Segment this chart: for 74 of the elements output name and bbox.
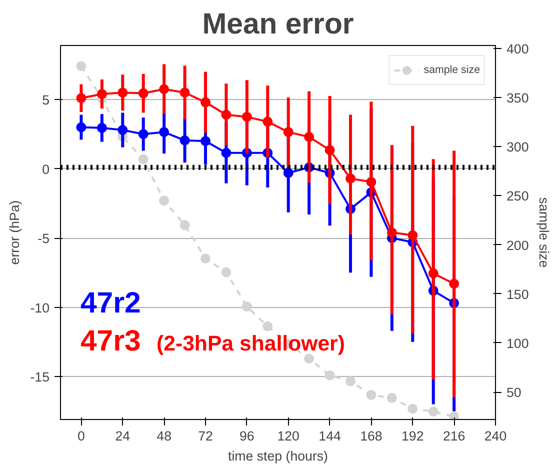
point <box>324 145 335 156</box>
point <box>242 112 252 122</box>
chart-title: Mean error <box>202 8 354 40</box>
point <box>159 84 170 94</box>
point <box>386 228 397 238</box>
y2-tick-label: 400 <box>506 41 529 56</box>
point <box>262 116 273 127</box>
point <box>159 196 170 206</box>
x-tick-label: 216 <box>442 428 466 444</box>
point <box>200 136 210 146</box>
x-tick-label: 168 <box>360 428 382 444</box>
legend-label: sample size <box>424 64 480 76</box>
point <box>408 404 418 414</box>
x-tick-label: 96 <box>240 428 254 444</box>
point <box>221 267 232 278</box>
point <box>262 321 273 332</box>
point <box>200 254 210 264</box>
y-tick-label: -5 <box>38 231 50 246</box>
point <box>96 88 107 99</box>
point <box>118 88 128 98</box>
x-tick-label: 48 <box>156 428 172 444</box>
annotation: 47r3 (2-3hPa shallower) <box>80 324 345 358</box>
y-tick-label: 5 <box>42 92 50 108</box>
x-tick-label: 24 <box>115 428 131 444</box>
point <box>324 370 335 380</box>
x-tick-label: 240 <box>484 428 507 444</box>
point <box>428 406 438 417</box>
y2-tick-label: 200 <box>506 238 529 253</box>
point <box>386 392 397 403</box>
point <box>221 148 232 158</box>
point <box>428 268 438 278</box>
y2-tick-label: 100 <box>506 336 529 351</box>
point <box>180 135 190 146</box>
point <box>200 97 210 108</box>
point <box>408 230 418 240</box>
point <box>138 154 148 164</box>
point <box>96 122 107 133</box>
x-tick-label: 72 <box>198 428 213 444</box>
y-tick-label: -15 <box>30 370 50 385</box>
point <box>76 93 86 104</box>
point <box>76 122 86 132</box>
point <box>283 127 294 138</box>
y2-tick-label: 300 <box>506 140 529 155</box>
point <box>366 390 376 400</box>
y2-tick-label: 250 <box>506 188 529 204</box>
point <box>242 302 252 312</box>
x-tick-label: 120 <box>277 428 300 444</box>
point <box>346 376 356 386</box>
point <box>346 173 356 184</box>
point <box>221 110 232 120</box>
y-tick-label: -10 <box>30 300 50 316</box>
point <box>283 168 294 178</box>
y2-tick-label: 50 <box>506 385 522 400</box>
y2-tick-label: 350 <box>506 90 529 106</box>
annotation: 47r2 <box>80 286 141 320</box>
y2-tick-label: 150 <box>506 286 529 302</box>
point <box>449 278 460 289</box>
x-tick-label: 144 <box>318 428 342 444</box>
point <box>159 127 170 138</box>
y2-axis-title: sample size <box>536 197 552 268</box>
x-tick-label: 192 <box>402 428 424 444</box>
point <box>118 125 128 135</box>
y-axis-title: error (hPa) <box>7 200 22 265</box>
point <box>366 176 376 187</box>
point <box>76 61 86 72</box>
point <box>138 129 148 140</box>
point <box>304 132 314 142</box>
x-axis-title: time step (hours) <box>228 448 328 464</box>
point <box>449 412 460 420</box>
y-tick-label: 0 <box>42 162 50 177</box>
point <box>138 88 148 98</box>
point <box>180 88 190 98</box>
x-tick-label: 0 <box>78 428 85 444</box>
point <box>180 220 190 230</box>
